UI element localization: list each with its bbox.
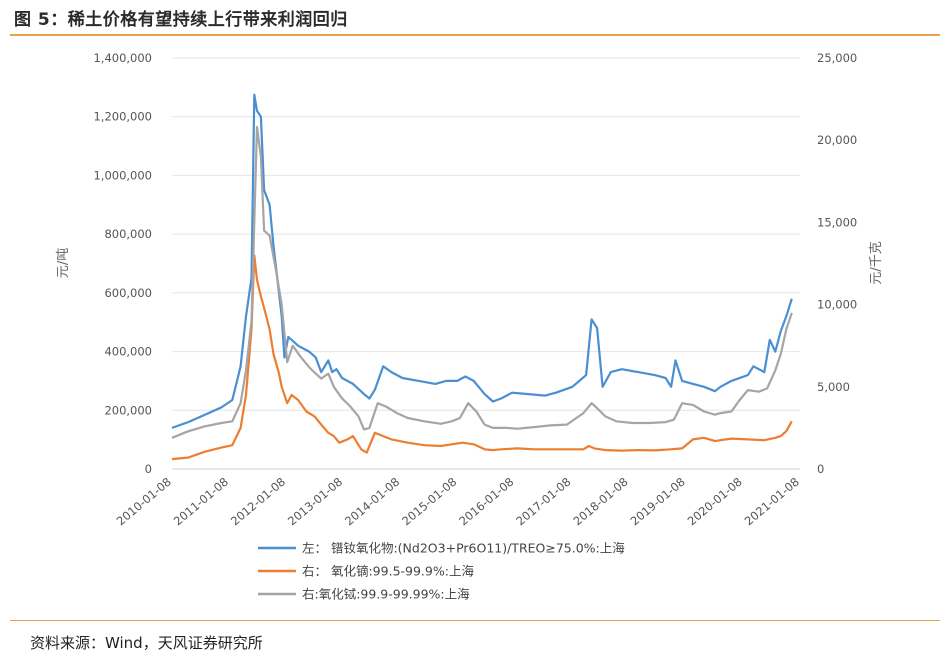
title-divider [10,34,940,36]
x-tick-label: 2013-01-08 [285,475,345,529]
right-tick-label: 5,000 [817,380,850,394]
x-tick-label: 2020-01-08 [685,475,745,529]
left-tick-label: 800,000 [104,227,152,241]
series-line-3 [171,125,793,439]
right-tick-label: 10,000 [817,298,857,312]
left-axis-label: 元/吨 [56,248,71,278]
left-tick-label: 400,000 [104,345,152,359]
legend-label-2: 右： 氧化镝:99.5-99.9%:上海 [302,564,474,579]
left-tick-label: 0 [145,462,152,476]
x-tick-label: 2015-01-08 [399,475,459,529]
left-tick-label: 1,000,000 [93,168,152,182]
x-tick-label: 2014-01-08 [342,475,402,529]
left-tick-label: 600,000 [104,286,152,300]
right-tick-label: 20,000 [817,133,857,147]
chart-series [171,93,793,461]
left-tick-label: 1,400,000 [93,51,152,65]
right-tick-label: 0 [817,462,824,476]
price-chart: 1,400,000 1,200,000 1,000,000 800,000 600,00… [56,51,884,602]
x-tick-label: 2011-01-08 [171,475,231,529]
right-tick-label: 15,000 [817,215,857,229]
x-tick-label: 2016-01-08 [456,475,516,529]
x-tick-label: 2019-01-08 [628,475,688,529]
left-tick-label: 1,200,000 [93,110,152,124]
x-tick-label: 2012-01-08 [228,475,288,529]
legend-label-3: 右:氧化铽:99.9-99.99%:上海 [302,587,470,602]
series-line-2 [171,254,793,461]
x-axis-ticks: 2010-01-082011-01-082012-01-082013-01-08… [114,475,802,529]
right-axis-label: 元/千克 [869,241,884,284]
page-title: 图 5：稀土价格有望持续上行带来利润回归 [14,10,348,30]
chart-gridlines [172,57,800,470]
left-axis-ticks: 1,400,000 1,200,000 1,000,000 800,000 600,00… [93,51,152,476]
source-note: 资料来源：Wind，天风证券研究所 [30,634,263,652]
right-tick-label: 25,000 [817,51,857,65]
left-tick-label: 200,000 [104,403,152,417]
x-tick-label: 2021-01-08 [742,475,802,529]
x-tick-label: 2010-01-08 [114,475,174,529]
x-tick-label: 2017-01-08 [513,475,573,529]
x-tick-label: 2018-01-08 [570,475,630,529]
chart-legend: 左： 镨钕氧化物:(Nd2O3+Pr6O11)/TREO≥75.0%:上海右： … [258,541,625,602]
footer-divider [10,620,940,621]
legend-label-1: 左： 镨钕氧化物:(Nd2O3+Pr6O11)/TREO≥75.0%:上海 [302,541,625,556]
series-line-1 [171,93,793,429]
right-axis-ticks: 25,000 20,000 15,000 10,000 5,000 0 [817,51,857,476]
